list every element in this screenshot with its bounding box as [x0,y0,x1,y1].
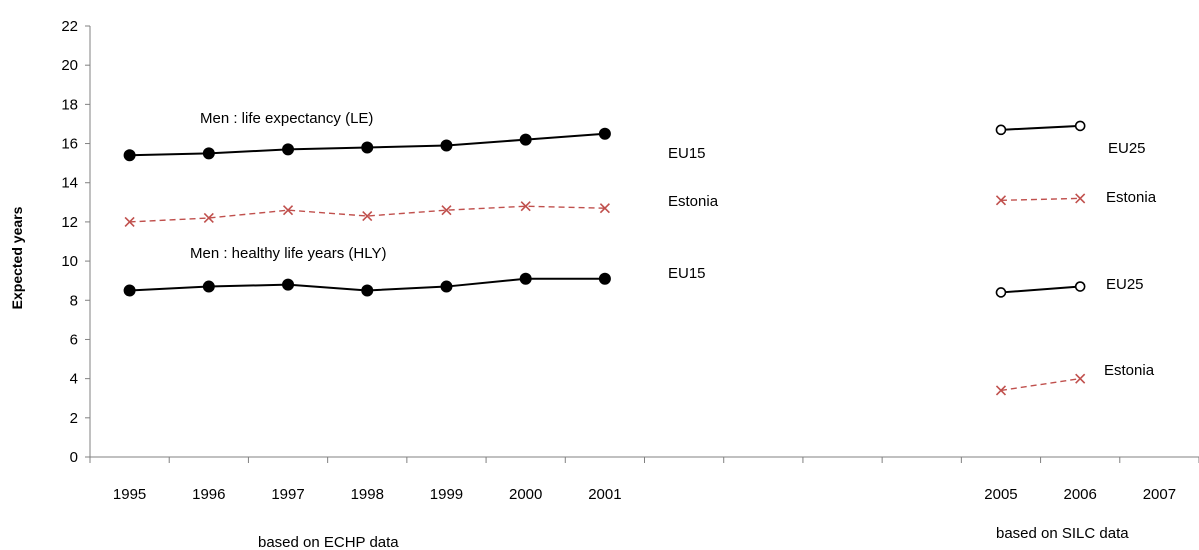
axes: 0 2 4 6 8 10 12 14 16 18 20 22 1995 1996 1997 1998 1999 2… [61,18,1199,503]
y-tick-label: 8 [70,292,78,309]
data-point-eu15-echp-le-2000 [519,133,532,146]
data-point-estonia-silc-le-2006 [1075,193,1086,204]
data-point-eu25-silc-hly-2006 [1074,281,1086,292]
x-tick-label: 1996 [192,486,225,503]
x-tick-label: 2006 [1063,486,1096,503]
data-point-eu15-echp-le-2001 [598,127,611,140]
series-line-eu25-silc-le [1000,124,1081,131]
data-point-estonia-echp-le-1999 [441,205,452,216]
label-eu15-hly: EU15 [668,265,706,282]
data-point-estonia-silc-hly-2005 [995,385,1007,396]
data-point-eu15-echp-hly-1996 [202,280,215,293]
label-estonia-le-echp: Estonia [668,193,719,210]
data-point-eu15-echp-hly-1998 [361,284,374,297]
y-tick-label: 14 [61,175,78,192]
data-point-estonia-echp-le-2000 [520,201,531,212]
data-point-estonia-silc-le-2005 [995,195,1007,206]
y-tick-label: 2 [70,410,78,427]
data-point-eu15-echp-hly-1999 [440,280,453,293]
label-silc-source: based on SILC data [996,525,1129,542]
y-tick-label: 18 [61,96,78,113]
y-tick-label: 0 [70,449,78,466]
annotation-hly: Men : healthy life years (HLY) [190,245,386,262]
data-point-eu15-echp-hly-1997 [282,278,295,291]
data-point-estonia-echp-le-1996 [203,212,214,224]
label-estonia-hly-silc: Estonia [1104,362,1155,379]
data-point-eu15-echp-hly-2000 [519,272,532,285]
x-tick-label: 1995 [113,486,146,503]
label-eu15-le: EU15 [668,145,706,162]
x-tick-label: 2005 [984,486,1017,503]
data-point-eu15-echp-le-1998 [361,141,374,154]
annotation-le: Men : life expectancy (LE) [200,110,373,127]
data-point-eu25-silc-le-2006 [1074,120,1086,132]
data-point-estonia-echp-le-2001 [599,203,610,214]
series-layer [123,120,1086,396]
y-tick-label: 22 [61,18,78,35]
data-point-estonia-echp-le-1995 [124,216,135,227]
y-axis-title: Expected years [9,206,25,309]
y-tick-label: 12 [61,214,78,231]
x-tick-label: 1998 [351,486,384,503]
data-point-eu15-echp-le-1996 [202,147,215,160]
x-tick-label: 1997 [271,486,304,503]
x-tick-label: 1999 [430,486,463,503]
data-point-estonia-silc-hly-2006 [1075,373,1086,384]
y-tick-label: 10 [61,253,78,270]
label-eu25-le: EU25 [1108,140,1146,157]
data-point-eu15-echp-hly-1995 [123,284,136,297]
label-eu25-hly: EU25 [1106,276,1144,293]
series-line-eu25-silc-hly [1000,285,1081,294]
y-tick-label: 20 [61,57,78,74]
label-echp-source: based on ECHP data [258,534,399,550]
y-tick-label: 4 [70,371,78,388]
series-line-estonia-echp-le [129,205,605,223]
data-point-estonia-echp-le-1998 [362,210,373,222]
series-line-estonia-silc-hly [1000,377,1081,392]
data-point-eu25-silc-hly-2005 [995,287,1007,298]
data-point-eu25-silc-le-2005 [995,124,1007,136]
label-estonia-le-silc: Estonia [1106,189,1157,206]
data-point-estonia-echp-le-1997 [282,205,294,216]
y-tick-label: 6 [70,331,78,348]
x-tick-label: 2007 [1143,486,1176,503]
data-point-eu15-echp-le-1995 [123,149,136,162]
data-point-eu15-echp-hly-2001 [598,272,611,285]
series-line-estonia-silc-le [1000,197,1081,202]
data-point-eu15-echp-le-1997 [282,143,295,156]
data-point-eu15-echp-le-1999 [440,139,453,152]
y-tick-label: 16 [61,136,78,153]
x-tick-label: 2001 [588,486,621,503]
x-tick-label: 2000 [509,486,542,503]
